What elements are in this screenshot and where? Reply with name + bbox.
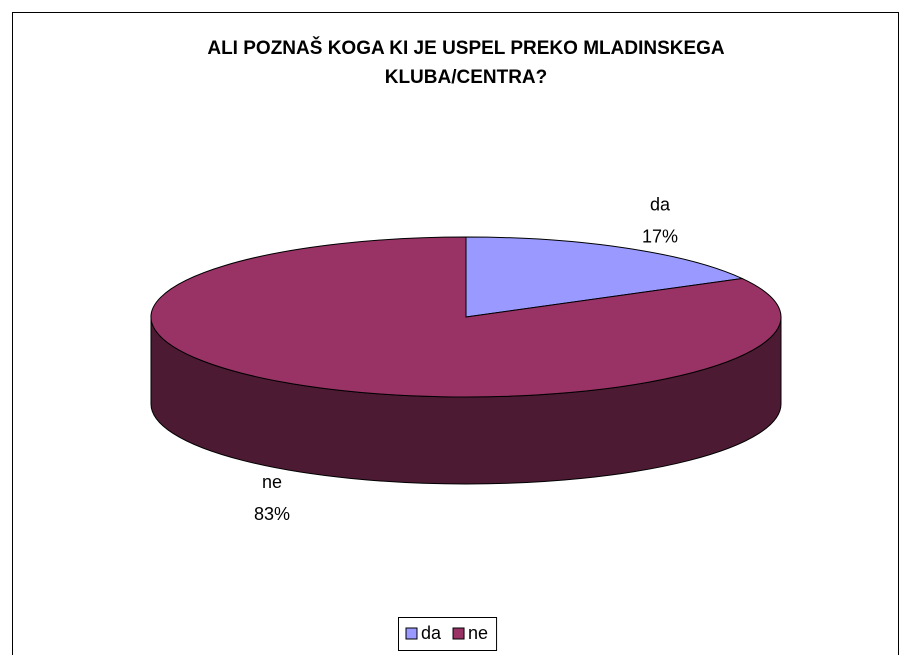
chart-title: KLUBA/CENTRA? xyxy=(385,67,548,88)
legend-box xyxy=(398,617,498,651)
legend-swatch xyxy=(452,627,465,640)
data-label: 17% xyxy=(642,227,678,247)
chart-title: ALI POZNAŠ KOGA KI JE USPEL PREKO MLADIN… xyxy=(207,37,725,59)
legend-label: da xyxy=(421,623,442,643)
legend-swatch xyxy=(405,627,418,640)
data-label: da xyxy=(650,195,671,215)
data-label: 83% xyxy=(254,504,290,524)
legend: da ne xyxy=(398,617,498,651)
pie-slice xyxy=(465,236,744,318)
legend-label: ne xyxy=(468,623,488,643)
pie-slice xyxy=(150,236,782,398)
data-label: ne xyxy=(262,472,282,492)
